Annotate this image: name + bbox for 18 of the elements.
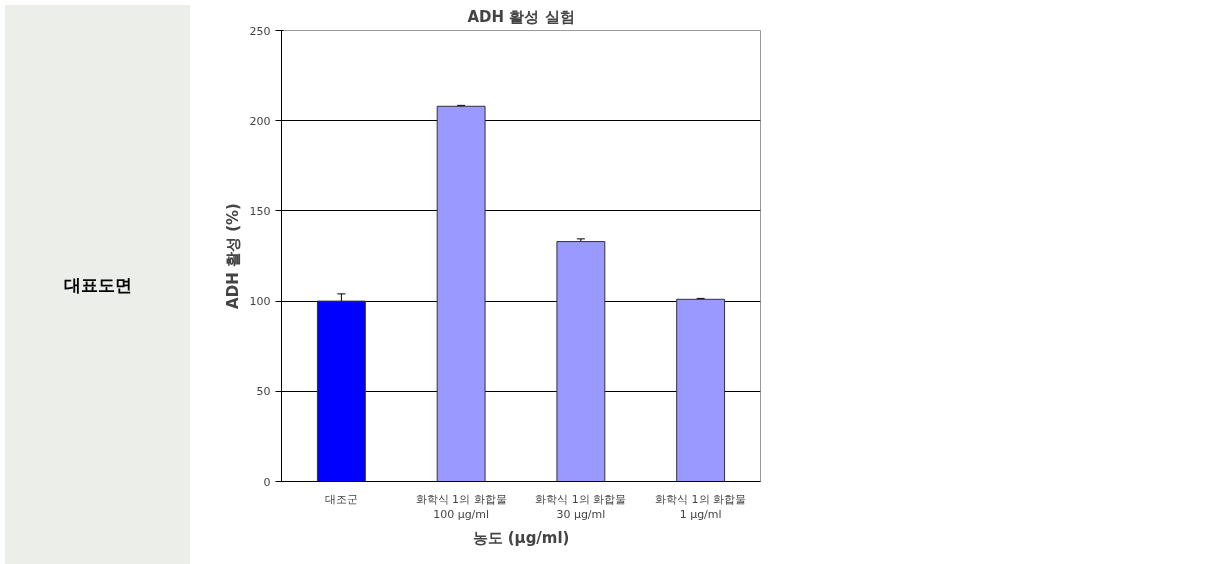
x-axis-title: 농도 (μg/ml)	[472, 529, 570, 548]
chart-title: ADH 활성 실험	[467, 7, 575, 26]
text: 대표도면	[63, 273, 132, 297]
y-tick-label: 0	[263, 475, 271, 489]
y-tick-label: 50	[256, 385, 271, 399]
y-tick-label: 100	[249, 295, 271, 309]
x-tick-label: 화학식 1의 화합물 1 μg/ml	[655, 492, 747, 522]
y-axis-title: ADH 활성 (%)	[223, 203, 242, 309]
x-tick-label: 대조군	[324, 492, 358, 506]
bar	[676, 298, 726, 482]
bar	[436, 105, 486, 482]
bar	[556, 241, 606, 482]
x-tick-label: 화학식 1의 화합물 100 μg/ml	[415, 492, 507, 522]
y-tick-label: 250	[249, 24, 271, 38]
y-tick-label: 200	[249, 114, 271, 128]
x-tick-label: 화학식 1의 화합물 30 μg/ml	[535, 492, 627, 522]
y-tick-label: 150	[249, 204, 271, 218]
bar	[316, 300, 366, 482]
